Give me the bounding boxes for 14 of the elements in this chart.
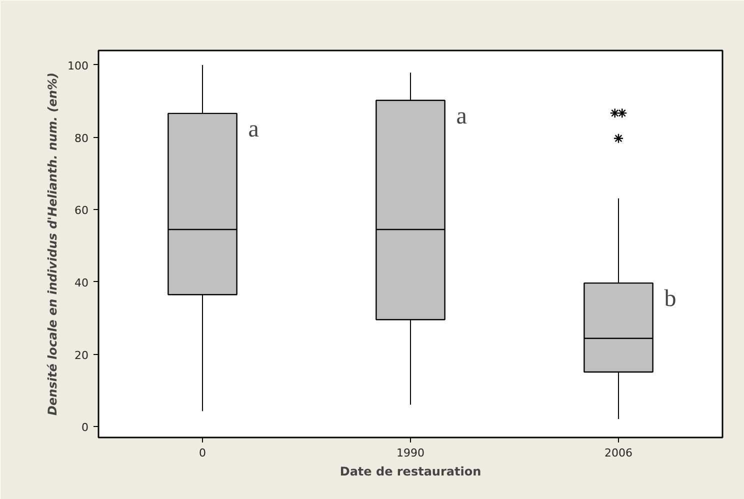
x-axis-title: Date de restauration xyxy=(340,464,482,478)
y-tick-label: 0 xyxy=(82,421,88,434)
annotation: a xyxy=(248,116,260,142)
y-tick-label: 60 xyxy=(74,204,89,218)
x-tick-label: 1990 xyxy=(396,446,425,460)
y-tick-label: 20 xyxy=(74,348,89,362)
y-tick-label: 40 xyxy=(74,276,89,290)
annotation: a xyxy=(456,103,468,130)
x-tick-label: 2006 xyxy=(604,446,633,460)
annotation: b xyxy=(664,286,676,312)
x-tick-label: 0 xyxy=(199,446,206,460)
y-axis-title: Densité locale en individus d'Helianth. num. (en%) xyxy=(46,72,60,416)
y-tick-label: 100 xyxy=(68,59,89,72)
y-tick-label: 80 xyxy=(74,132,89,145)
